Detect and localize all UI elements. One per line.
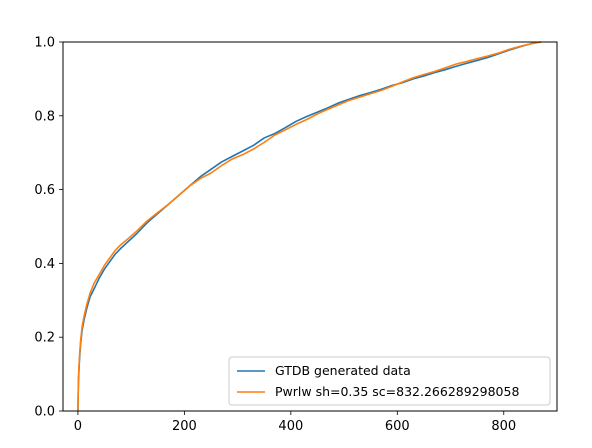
legend: GTDB generated data Pwrlw sh=0.35 sc=832… — [228, 356, 551, 406]
plot-area — [63, 42, 557, 411]
x-axis: 0 200 400 600 800 — [74, 411, 516, 434]
x-tick-label: 0 — [74, 419, 82, 434]
x-tick-label: 200 — [172, 419, 197, 434]
series-line-1 — [77, 41, 542, 412]
legend-label-gtdb: GTDB generated data — [275, 363, 411, 378]
x-tick-label: 800 — [491, 419, 516, 434]
legend-label-pwrlw: Pwrlw sh=0.35 sc=832.266289298058 — [275, 384, 519, 399]
y-tick-label: 0.0 — [34, 405, 55, 420]
legend-box — [228, 356, 551, 406]
series-line-0 — [77, 41, 542, 412]
x-tick-label: 600 — [385, 419, 410, 434]
y-tick-label: 1.0 — [34, 36, 55, 51]
plot-frame — [62, 41, 558, 412]
y-tick-label: 0.8 — [34, 109, 55, 124]
series-layer — [77, 41, 542, 412]
y-tick-label: 0.2 — [34, 331, 55, 346]
x-tick-label: 400 — [278, 419, 303, 434]
y-tick-label: 0.6 — [34, 183, 55, 198]
y-axis: 0.0 0.2 0.4 0.6 0.8 1.0 — [34, 36, 63, 420]
y-tick-label: 0.4 — [34, 257, 55, 272]
